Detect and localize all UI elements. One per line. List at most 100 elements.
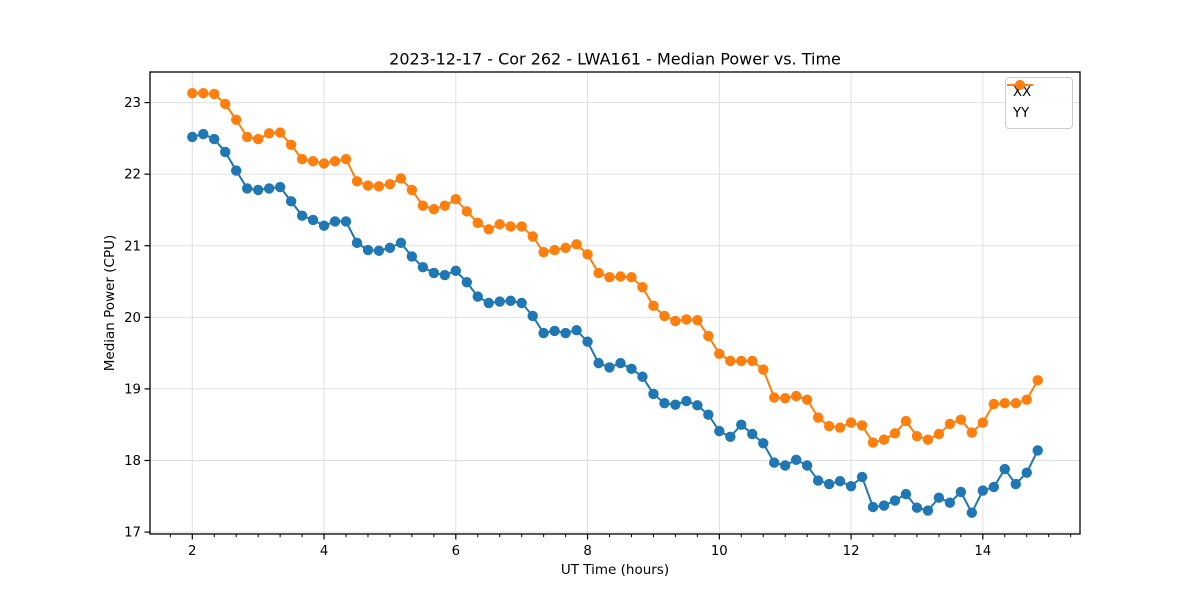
data-point-XX <box>758 438 769 449</box>
data-point-YY <box>351 176 363 187</box>
data-point-YY <box>791 390 802 402</box>
legend: XX YY <box>1005 77 1073 129</box>
data-point-XX <box>296 210 308 221</box>
data-point-XX <box>626 363 637 375</box>
y-tick-label: 23 <box>124 96 141 111</box>
data-point-YY <box>252 133 264 145</box>
data-point-YY <box>483 224 494 235</box>
data-point-YY <box>362 180 374 191</box>
data-point-XX <box>768 457 780 468</box>
data-point-XX <box>670 399 681 410</box>
data-point-XX <box>505 295 516 307</box>
data-point-YY <box>329 156 341 167</box>
data-point-YY <box>231 114 242 125</box>
data-point-YY <box>571 239 582 250</box>
data-point-YY <box>768 392 780 403</box>
y-axis-label: Median Power (CPU) <box>102 234 118 372</box>
data-point-XX <box>659 398 670 409</box>
data-point-YY <box>758 364 769 375</box>
data-point-YY <box>560 242 571 254</box>
data-point-YY <box>505 221 516 232</box>
chart-title: 2023-12-17 - Cor 262 - LWA161 - Median P… <box>389 49 841 69</box>
data-point-XX <box>999 463 1010 475</box>
data-point-XX <box>395 237 407 249</box>
data-point-YY <box>593 267 604 279</box>
grid-lines <box>150 72 1080 534</box>
data-point-YY <box>373 181 385 192</box>
data-point-YY <box>988 398 1000 410</box>
data-point-XX <box>604 362 615 373</box>
x-axis-label: UT Time (hours) <box>560 562 670 578</box>
x-axis-ticks: 2 4 6 8 10 12 14 <box>188 534 991 559</box>
x-axis-minor-ticks <box>169 534 1072 538</box>
data-point-YY <box>648 300 659 312</box>
series-XX-line <box>191 133 1039 514</box>
data-point-YY <box>494 219 505 230</box>
data-point-XX <box>1021 467 1032 478</box>
data-point-YY <box>527 231 538 242</box>
data-point-YY <box>1010 398 1021 409</box>
data-point-XX <box>747 428 758 440</box>
data-point-XX <box>231 165 242 176</box>
legend-swatch-yy-icon <box>1007 80 1033 90</box>
data-point-XX <box>439 269 450 281</box>
x-tick-label: 4 <box>320 544 328 559</box>
data-point-XX <box>571 325 582 336</box>
legend-item-yy: YY <box>1007 80 1064 124</box>
data-point-XX <box>922 505 934 516</box>
data-point-YY <box>428 204 440 215</box>
data-point-XX <box>856 471 868 483</box>
data-point-YY <box>1032 375 1043 386</box>
data-point-XX <box>582 336 593 347</box>
data-point-XX <box>900 488 912 500</box>
y-tick-label: 17 <box>124 526 141 541</box>
data-point-XX <box>329 216 341 227</box>
data-point-XX <box>692 400 703 411</box>
x-tick-label: 8 <box>583 544 591 559</box>
data-point-YY <box>659 310 670 322</box>
data-point-YY <box>944 418 956 430</box>
data-point-XX <box>637 371 648 382</box>
data-point-YY <box>318 158 330 169</box>
data-point-YY <box>681 314 692 325</box>
data-point-YY <box>1021 394 1032 405</box>
data-point-XX <box>966 507 978 518</box>
data-point-YY <box>780 393 791 404</box>
data-point-XX <box>812 475 824 486</box>
data-point-YY <box>977 417 989 428</box>
data-point-YY <box>439 200 450 211</box>
data-point-YY <box>845 417 857 428</box>
data-point-XX <box>834 476 846 487</box>
series-XX-markers <box>187 128 1043 518</box>
data-point-YY <box>340 153 352 165</box>
data-point-YY <box>999 398 1010 409</box>
data-point-YY <box>187 88 198 99</box>
data-point-XX <box>1010 478 1021 490</box>
data-point-YY <box>549 244 560 256</box>
data-point-YY <box>209 88 220 100</box>
data-point-XX <box>681 395 692 407</box>
data-point-XX <box>889 495 901 506</box>
data-point-XX <box>648 388 659 400</box>
data-point-YY <box>296 153 308 165</box>
data-point-XX <box>955 486 967 498</box>
data-point-XX <box>428 267 440 279</box>
data-point-XX <box>703 409 714 420</box>
data-point-YY <box>801 394 813 405</box>
data-point-XX <box>560 327 571 339</box>
data-point-XX <box>988 481 1000 493</box>
data-point-XX <box>494 296 505 307</box>
data-point-YY <box>472 217 483 229</box>
data-point-XX <box>714 425 725 437</box>
data-point-XX <box>791 454 802 465</box>
data-point-XX <box>933 492 945 503</box>
x-tick-label: 10 <box>711 544 728 559</box>
data-point-YY <box>241 131 253 143</box>
data-point-XX <box>318 220 330 231</box>
data-point-XX <box>252 184 264 196</box>
data-point-YY <box>889 428 901 439</box>
data-point-XX <box>736 419 747 430</box>
data-point-YY <box>900 415 912 427</box>
data-point-XX <box>340 216 352 227</box>
